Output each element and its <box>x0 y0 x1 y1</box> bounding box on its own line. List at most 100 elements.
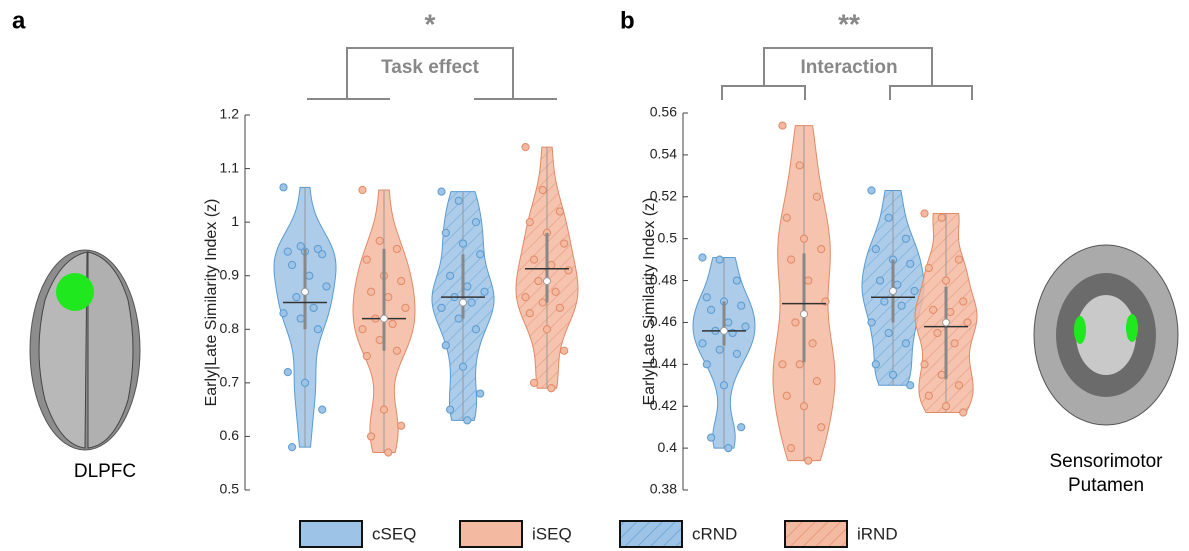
data-point <box>708 434 715 441</box>
data-point <box>921 361 928 368</box>
data-point <box>902 235 909 242</box>
mean <box>460 299 467 306</box>
data-point <box>925 264 932 271</box>
data-point <box>733 350 740 357</box>
data-point <box>447 272 454 279</box>
data-point <box>800 403 807 410</box>
y-tick-label: 0.54 <box>650 146 677 162</box>
y-axis-label: Early|Late Similarity Index (z) <box>203 199 220 407</box>
data-point <box>359 326 366 333</box>
data-point <box>464 417 471 424</box>
data-point <box>818 424 825 431</box>
data-point <box>894 281 901 288</box>
data-point <box>319 406 326 413</box>
data-point <box>376 336 383 343</box>
data-point <box>938 214 945 221</box>
data-point <box>561 240 568 247</box>
data-point <box>535 277 542 284</box>
data-point <box>938 371 945 378</box>
data-point <box>783 392 790 399</box>
data-point <box>438 188 445 195</box>
brain-putamen <box>1034 245 1178 425</box>
y-tick-label: 0.5 <box>658 229 678 245</box>
mean <box>943 319 950 326</box>
data-point <box>779 122 786 129</box>
data-point <box>459 363 466 370</box>
data-point <box>531 379 538 386</box>
data-point <box>323 283 330 290</box>
data-point <box>368 433 375 440</box>
data-point <box>468 299 475 306</box>
data-point <box>955 382 962 389</box>
data-point <box>481 288 488 295</box>
data-point <box>526 219 533 226</box>
data-point <box>960 409 967 416</box>
data-point <box>472 219 479 226</box>
data-point <box>556 208 563 215</box>
data-point <box>380 406 387 413</box>
data-point <box>385 294 392 301</box>
data-point <box>438 304 445 311</box>
legend-swatch <box>460 521 522 547</box>
data-point <box>561 347 568 354</box>
mean <box>721 327 728 334</box>
y-tick-label: 0.6 <box>220 427 240 443</box>
data-point <box>788 256 795 263</box>
annotation: Interaction <box>800 57 897 78</box>
data-point <box>818 246 825 253</box>
data-point <box>725 445 732 452</box>
data-point <box>306 272 313 279</box>
data-point <box>376 237 383 244</box>
data-point <box>796 162 803 169</box>
legend-swatch <box>785 521 847 547</box>
data-point <box>796 361 803 368</box>
significance: ** <box>838 8 860 39</box>
data-point <box>314 326 321 333</box>
data-point <box>868 187 875 194</box>
data-point <box>459 240 466 247</box>
y-tick-label: 0.56 <box>650 104 677 120</box>
data-point <box>902 340 909 347</box>
data-point <box>442 342 449 349</box>
data-point <box>319 251 326 258</box>
y-tick-label: 0.8 <box>220 320 240 336</box>
data-point <box>800 235 807 242</box>
data-point <box>699 254 706 261</box>
data-point <box>455 315 462 322</box>
region-label: DLPFC <box>74 461 136 482</box>
data-point <box>398 277 405 284</box>
data-point <box>398 422 405 429</box>
data-point <box>885 214 892 221</box>
data-point <box>363 352 370 359</box>
data-point <box>280 184 287 191</box>
data-point <box>393 347 400 354</box>
data-point <box>284 248 291 255</box>
y-tick-label: 0.9 <box>220 266 240 282</box>
data-point <box>792 319 799 326</box>
data-point <box>477 251 484 258</box>
data-point <box>930 306 937 313</box>
data-point <box>738 424 745 431</box>
data-point <box>809 340 816 347</box>
data-point <box>548 385 555 392</box>
data-point <box>964 319 971 326</box>
data-point <box>402 304 409 311</box>
data-point <box>472 326 479 333</box>
data-point <box>720 382 727 389</box>
data-point <box>805 277 812 284</box>
data-point <box>813 193 820 200</box>
legend-label: cSEQ <box>372 524 416 543</box>
annotation: Task effect <box>381 57 480 78</box>
legend-swatch <box>620 521 682 547</box>
y-tick-label: 0.38 <box>650 481 677 497</box>
data-point <box>911 287 918 294</box>
data-point <box>872 246 879 253</box>
data-point <box>363 256 370 263</box>
data-point <box>805 457 812 464</box>
data-point <box>725 319 732 326</box>
data-point <box>738 302 745 309</box>
figure: a b DLPFC SensorimotorPutamen 0.50.60.70… <box>0 0 1189 551</box>
data-point <box>310 304 317 311</box>
y-tick-label: 1.1 <box>220 159 240 175</box>
